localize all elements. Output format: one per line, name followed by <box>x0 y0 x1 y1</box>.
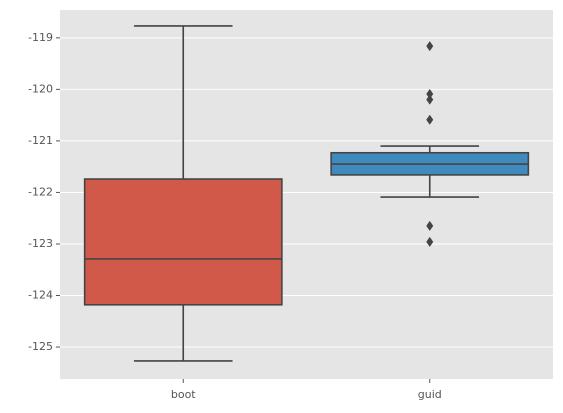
marks <box>83 25 530 362</box>
x-tick-label: guid <box>418 388 442 401</box>
y-tick-label: -122 <box>28 185 53 198</box>
flier <box>426 94 434 105</box>
flier <box>426 41 434 52</box>
y-tick-label: -123 <box>28 237 53 250</box>
flier <box>426 236 434 247</box>
y-tick-label: -120 <box>28 82 53 95</box>
y-tick-label: -119 <box>28 31 53 44</box>
flier <box>426 114 434 125</box>
box <box>83 178 283 306</box>
y-tick-label: -124 <box>28 289 53 302</box>
x-tick-label: boot <box>171 388 196 401</box>
y-tick-label: -121 <box>28 134 53 147</box>
y-tick-label: -125 <box>28 340 53 353</box>
flier <box>426 89 434 100</box>
flier <box>426 220 434 231</box>
